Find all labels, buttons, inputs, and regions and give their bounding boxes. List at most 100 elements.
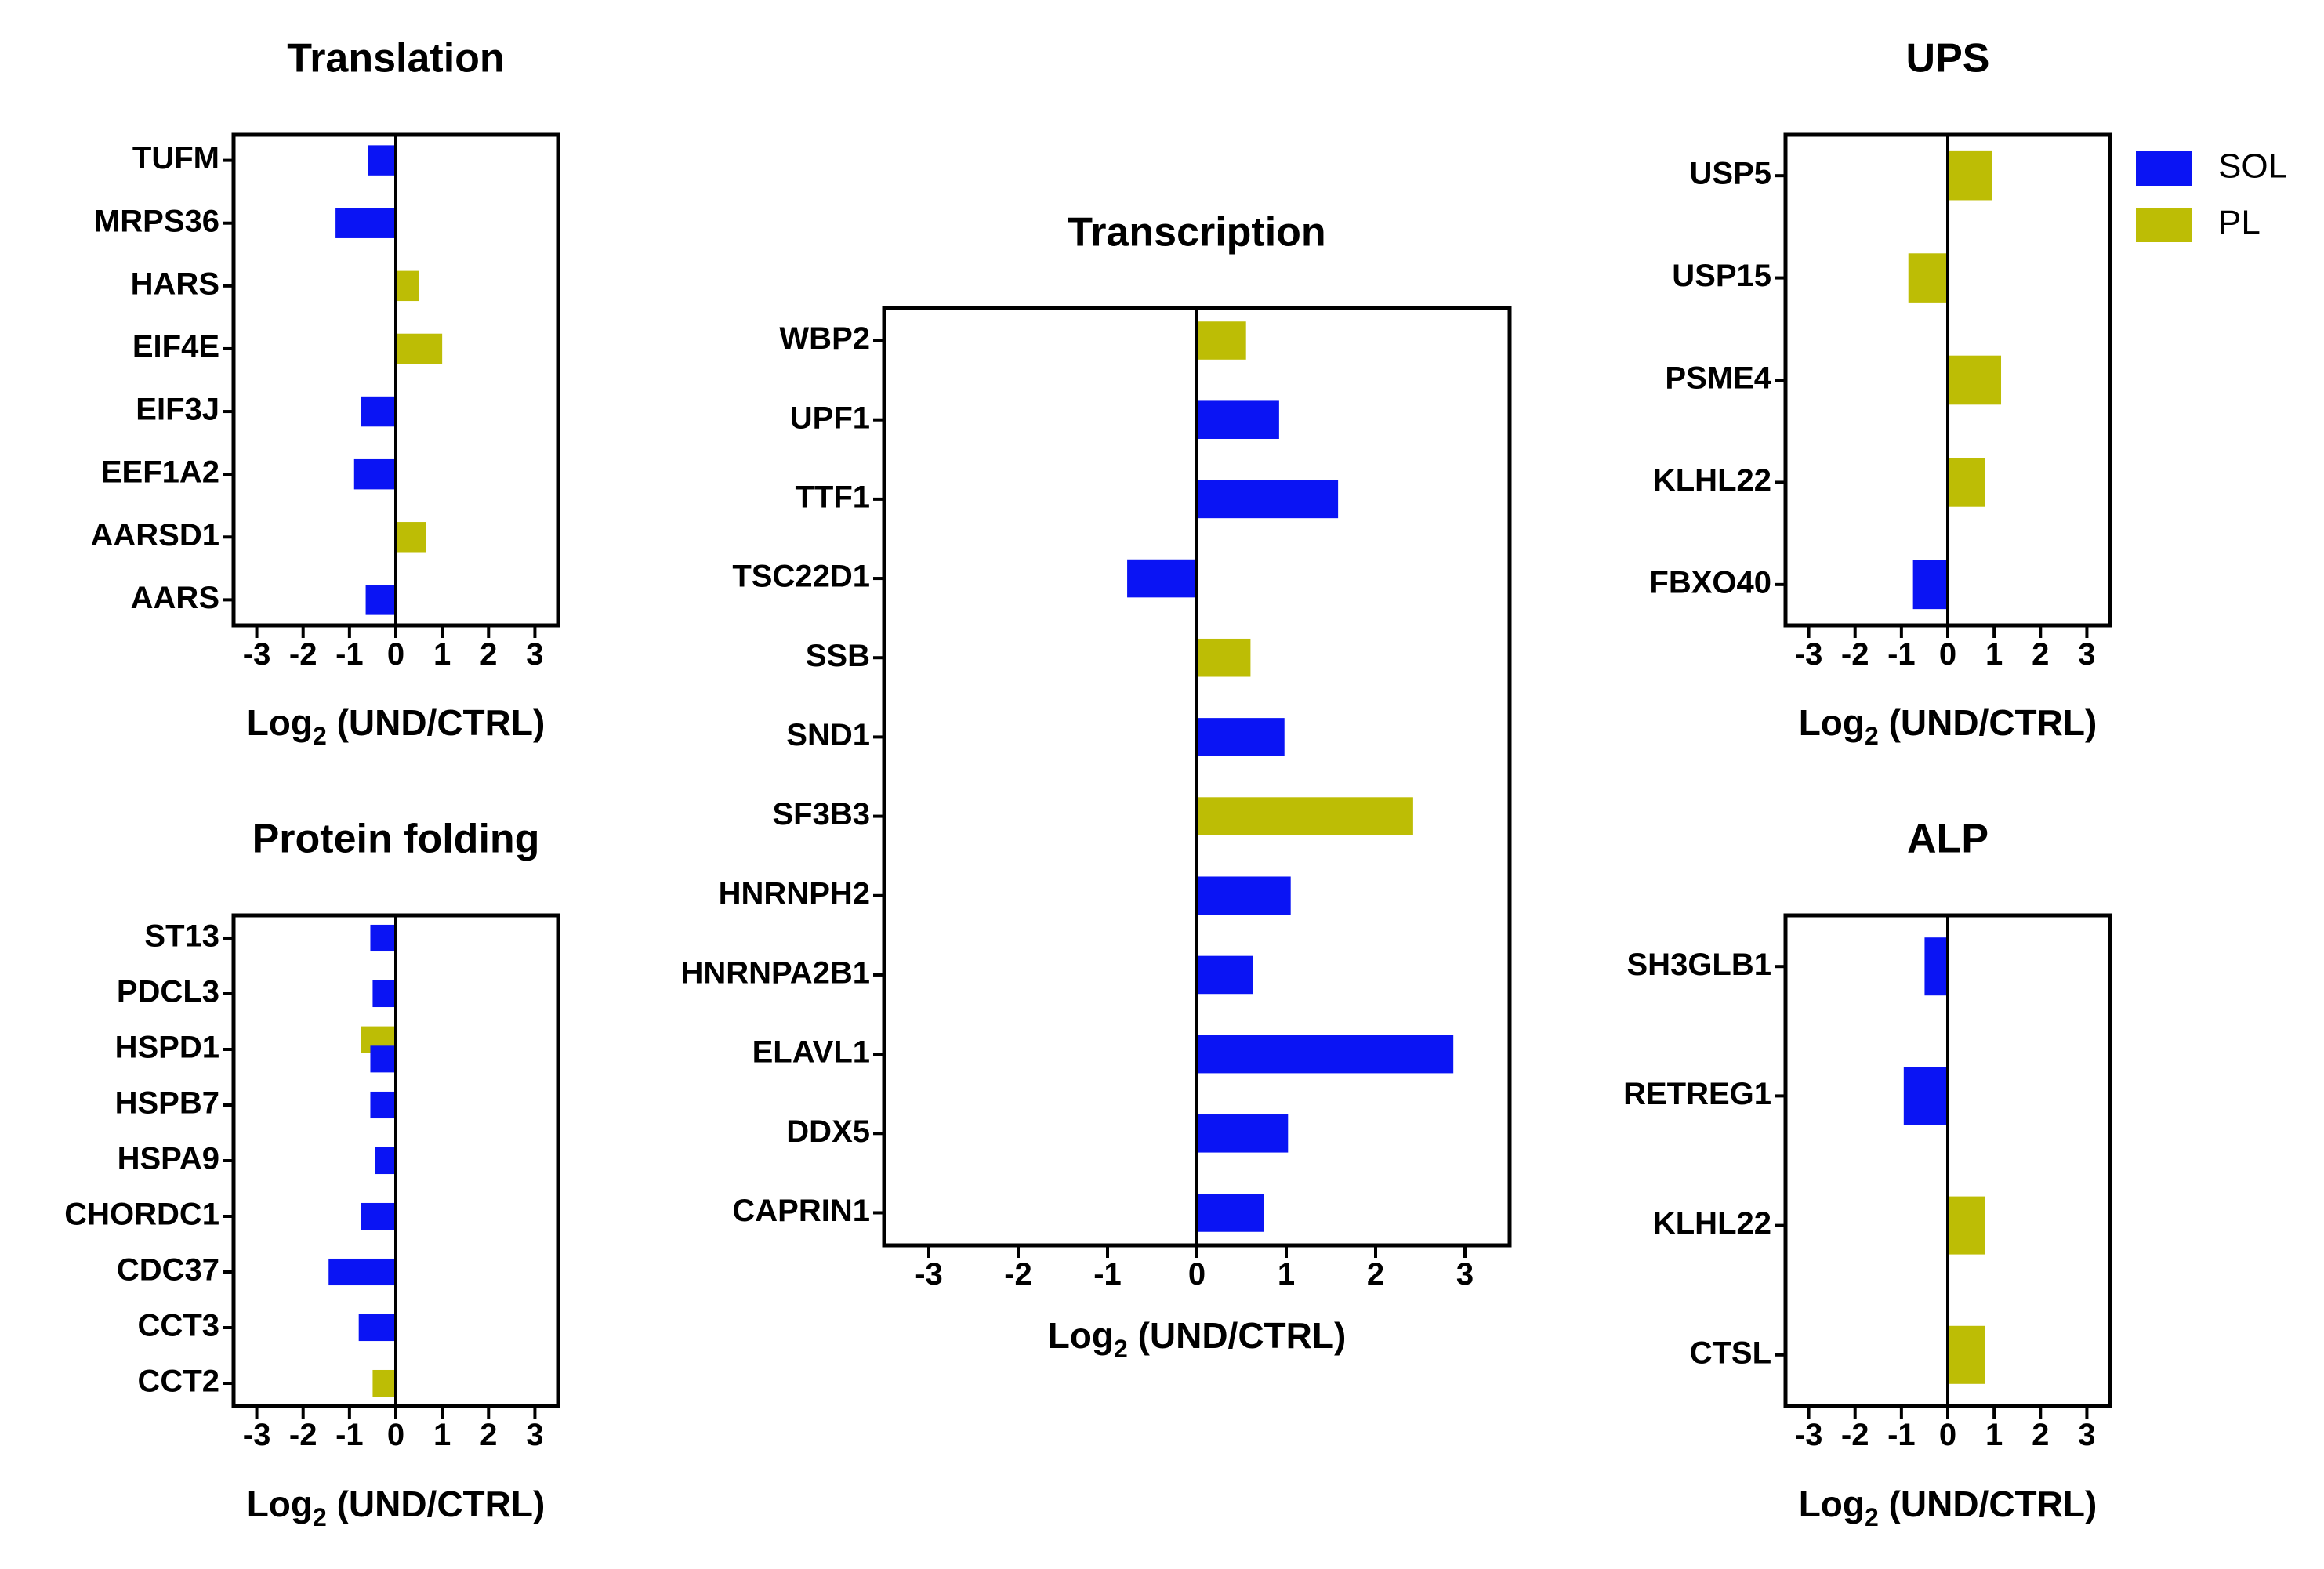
transcription-category-label: TTF1 [795, 480, 870, 514]
x-axis-label-subscript: 2 [313, 722, 327, 750]
translation-bar-aarsd1-pl [396, 522, 426, 553]
translation-bar-eif4e-pl [396, 333, 443, 364]
ups-category-label: KLHL22 [1653, 463, 1771, 498]
x-axis-label-subscript: 2 [1865, 722, 1879, 750]
transcription-xtick-label: 3 [1456, 1257, 1474, 1292]
ups-xtick-label: -1 [1887, 637, 1916, 672]
alp-category-label: RETREG1 [1623, 1077, 1771, 1111]
legend: SOL PL [2136, 147, 2287, 242]
translation-category-label: AARS [131, 581, 219, 615]
protein-folding-xtick-label: 3 [526, 1418, 543, 1452]
protein-folding-xtick-label: -1 [335, 1418, 364, 1452]
protein-folding-bar-chordc1-sol [361, 1202, 396, 1230]
transcription-bar-tsc22d1-sol [1127, 559, 1197, 598]
alp-xtick-label: -3 [1795, 1418, 1823, 1452]
transcription-xtick-label: 0 [1188, 1257, 1206, 1292]
alp-xtick-label: -2 [1841, 1418, 1869, 1452]
translation-category-label: EIF4E [132, 330, 219, 364]
alp-bar-retreg1-sol [1903, 1067, 1948, 1125]
ups-xtick-label: 2 [2032, 637, 2049, 672]
alp-bar-ctsl-pl [1948, 1325, 1985, 1384]
translation-bar-hars-pl [396, 270, 419, 302]
translation-category-label: EEF1A2 [101, 455, 219, 490]
protein-folding-xtick-label: 0 [387, 1418, 404, 1452]
translation-category-label: MRPS36 [94, 204, 219, 238]
protein-folding-xtick-label: 1 [433, 1418, 451, 1452]
transcription-bar-upf1-sol [1197, 400, 1279, 439]
transcription-xtick-label: -1 [1093, 1257, 1122, 1292]
protein-folding-category-label: HSPA9 [118, 1142, 219, 1176]
x-axis-label-log: Log [1799, 702, 1865, 743]
ups-xtick-label: -3 [1795, 637, 1823, 672]
transcription-xtick-label: 1 [1278, 1257, 1295, 1292]
x-axis-label-unit: (UND/CTRL) [1879, 1484, 2097, 1524]
ups-bar-usp5-pl [1948, 150, 1992, 201]
ups-category-label: PSME4 [1665, 361, 1771, 396]
x-axis-label-subscript: 2 [1114, 1335, 1128, 1363]
transcription-bar-ttf1-sol [1197, 480, 1339, 519]
ups-bar-usp15-pl [1908, 253, 1948, 303]
transcription-category-label: TSC22D1 [732, 560, 870, 594]
ups-xtick-label: 1 [1985, 637, 2003, 672]
legend-swatch-pl [2136, 208, 2192, 242]
alp-xtick-label: 2 [2032, 1418, 2049, 1452]
transcription-bar-sf3b3-pl [1197, 797, 1413, 835]
translation-bar-eif3j-sol [361, 396, 396, 427]
ups-xtick-label: -2 [1841, 637, 1869, 672]
translation-category-label: EIF3J [136, 393, 219, 427]
translation-category-label: AARSD1 [91, 518, 219, 553]
translation-bar-tufm-sol [368, 145, 396, 176]
transcription-x-axis-label: Log2 (UND/CTRL) [1048, 1315, 1347, 1363]
protein-folding-chart: Protein folding ST13 PDCL3 HSPD1 HSPB7 HSPA9 C… [64, 817, 560, 1531]
alp-category-label: SH3GLB1 [1627, 948, 1772, 982]
protein-folding-category-label: HSPB7 [115, 1086, 219, 1121]
alp-xtick-label: 1 [1985, 1418, 2003, 1452]
transcription-bar-snd1-sol [1197, 718, 1285, 756]
ups-xtick-label: 3 [2078, 637, 2095, 672]
protein-folding-bar-pdcl3-sol [372, 980, 396, 1008]
ups-category-label: FBXO40 [1649, 565, 1771, 600]
ups-bar-psme4-pl [1948, 355, 2002, 405]
x-axis-label-unit: (UND/CTRL) [1128, 1315, 1347, 1356]
translation-xtick-label: 0 [387, 637, 404, 672]
alp-xtick-label: 3 [2078, 1418, 2095, 1452]
protein-folding-category-label: PDCL3 [117, 975, 219, 1009]
transcription-category-label: WBP2 [779, 321, 870, 356]
x-axis-label-unit: (UND/CTRL) [327, 1484, 546, 1524]
protein-folding-category-label: CDC37 [117, 1253, 219, 1288]
translation-xtick-label: 1 [433, 637, 451, 672]
protein-folding-bar-st13-sol [370, 924, 396, 952]
translation-xtick-label: -1 [335, 637, 364, 672]
ups-bar-klhl22-pl [1948, 458, 1985, 507]
ups-bar-fbxo40-sol [1912, 560, 1948, 610]
transcription-bar-ddx5-sol [1197, 1114, 1289, 1153]
alp-xtick-label: 0 [1939, 1418, 1956, 1452]
translation-xtick-label: 3 [526, 637, 543, 672]
protein-folding-category-label: HSPD1 [115, 1031, 219, 1065]
legend-label-pl: PL [2218, 204, 2261, 242]
x-axis-label-log: Log [1048, 1315, 1114, 1356]
x-axis-label-unit: (UND/CTRL) [327, 702, 546, 743]
alp-xtick-label: -1 [1887, 1418, 1916, 1452]
protein-folding-category-label: CCT3 [138, 1309, 219, 1343]
transcription-category-label: HNRNPH2 [719, 876, 870, 911]
protein-folding-category-label: ST13 [144, 919, 219, 954]
translation-bar-aars-sol [365, 585, 396, 615]
transcription-bar-wbp2-pl [1197, 321, 1246, 360]
protein-folding-category-label: CHORDC1 [64, 1198, 219, 1232]
translation-bar-mrps36-sol [335, 208, 396, 238]
translation-category-label: TUFM [132, 141, 219, 176]
alp-bar-sh3glb1-sol [1924, 937, 1948, 996]
x-axis-label-subscript: 2 [313, 1503, 327, 1531]
ups-category-label: USP15 [1672, 259, 1771, 293]
transcription-bar-caprin1-sol [1197, 1194, 1264, 1232]
x-axis-label-log: Log [247, 1484, 313, 1524]
translation-title: Translation [287, 36, 504, 82]
ups-category-label: USP5 [1690, 157, 1772, 191]
alp-bar-klhl22-pl [1948, 1196, 1985, 1255]
translation-category-label: HARS [131, 266, 219, 301]
protein-folding-bar-hspd1-sol [370, 1045, 396, 1073]
ups-x-axis-label: Log2 (UND/CTRL) [1799, 702, 2097, 750]
ups-xtick-label: 0 [1939, 637, 1956, 672]
protein-folding-x-axis-label: Log2 (UND/CTRL) [247, 1484, 546, 1531]
